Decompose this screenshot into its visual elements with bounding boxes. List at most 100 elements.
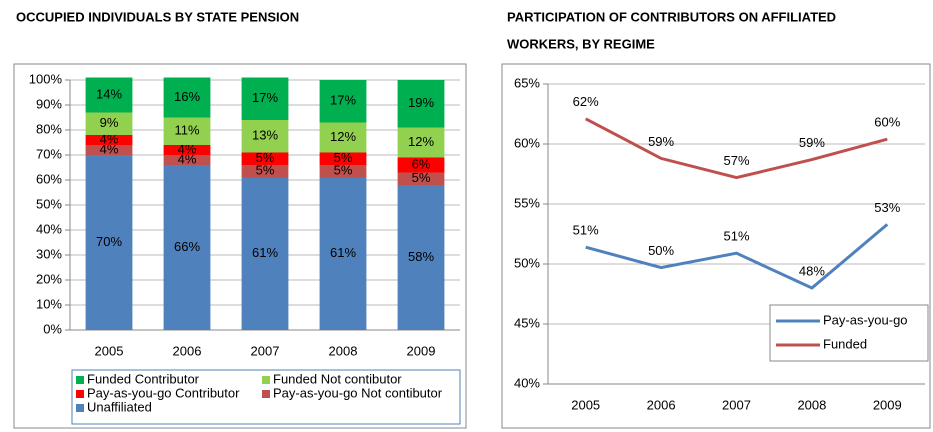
legend-label: Unaffiliated [87,399,152,414]
y-tick-label: 50% [36,196,62,211]
data-label: 11% [174,123,199,138]
data-label: 62% [573,94,599,109]
data-label: 61% [330,245,356,260]
bar-segment [85,155,133,330]
bar-segment [163,165,211,330]
legend-label: Funded [823,336,867,351]
x-tick-label: 2005 [571,397,600,412]
legend-swatch [262,390,270,398]
y-tick-label: 100% [29,71,63,86]
legend-label: Funded Not contibutor [273,371,402,386]
bar-segment [397,80,445,128]
x-tick-label: 2008 [329,343,358,358]
y-tick-label: 40% [36,221,62,236]
y-tick-label: 55% [514,195,540,210]
legend-box [71,369,461,425]
data-label: 58% [408,249,434,264]
data-label: 17% [252,90,278,105]
legend-label: Pay-as-you-go [823,312,908,327]
bar-segment [85,77,133,113]
data-label: 57% [723,153,749,168]
bar-segment [85,145,133,155]
x-tick-label: 2009 [873,397,902,412]
bar-segment [163,117,211,145]
bar-segment [85,135,133,145]
data-label: 5% [334,163,353,178]
data-label: 4% [100,131,119,146]
data-label: 70% [96,234,122,249]
data-label: 4% [100,141,119,156]
x-tick-label: 2007 [722,397,751,412]
data-label: 5% [256,150,275,165]
bar-segment [241,165,289,178]
bar-segment [397,127,445,158]
chart-title: OCCUPIED INDIVIDUALS BY STATE PENSION [16,9,299,24]
legend-box [769,304,929,362]
data-label: 5% [256,163,275,178]
legend-label: Pay-as-you-go Not contibutor [273,385,443,400]
y-tick-label: 70% [36,146,62,161]
bar-segment [319,177,367,330]
chart-title: PARTICIPATION OF CONTRIBUTORS ON AFFILIA… [507,9,836,24]
legend-label: Pay-as-you-go Contributor [87,385,240,400]
data-label: 4% [178,151,197,166]
bar-segment [397,172,445,185]
data-label: 12% [330,129,356,144]
legend-swatch [76,404,84,412]
x-tick-label: 2006 [173,343,202,358]
bar-segment [241,120,289,153]
data-label: 4% [178,141,197,156]
y-tick-label: 60% [514,135,540,150]
data-label: 19% [408,95,434,110]
y-tick-label: 60% [36,171,62,186]
y-tick-label: 30% [36,246,62,261]
data-label: 13% [252,128,278,143]
y-tick-label: 45% [514,315,540,330]
data-label: 16% [174,89,200,104]
data-label: 48% [799,263,825,278]
y-tick-label: 80% [36,121,62,136]
y-tick-label: 40% [514,375,540,390]
y-tick-label: 10% [36,296,62,311]
x-tick-label: 2007 [251,343,280,358]
bar-segment [319,122,367,153]
data-label: 12% [408,134,434,149]
data-label: 61% [252,245,278,260]
series-line [585,117,888,180]
data-label: 14% [96,86,122,101]
bar-segment [319,165,367,178]
y-tick-label: 65% [514,75,540,90]
bar-segment [163,77,211,118]
bar-segment [163,145,211,155]
data-label: 60% [874,115,900,130]
data-label: 17% [330,93,356,108]
x-tick-label: 2009 [407,343,436,358]
bar-segment [241,177,289,330]
legend-swatch [76,390,84,398]
data-label: 5% [412,170,431,185]
data-label: 66% [174,239,200,254]
bar-segment [163,155,211,165]
x-tick-label: 2006 [647,397,676,412]
x-tick-label: 2005 [95,343,124,358]
bar-segment [85,112,133,135]
data-label: 50% [648,243,674,258]
x-tick-label: 2008 [797,397,826,412]
legend-label: Funded Contributor [87,371,200,386]
y-tick-label: 20% [36,271,62,286]
bar-segment [319,152,367,165]
bar-segment [397,185,445,330]
legend-swatch [262,376,270,384]
data-label: 51% [723,229,749,244]
y-tick-label: 50% [514,255,540,270]
data-label: 59% [648,134,674,149]
left-frame [13,63,467,429]
bar-segment [397,157,445,173]
right-frame [501,63,931,429]
data-label: 53% [874,200,900,215]
data-label: 51% [573,223,599,238]
data-label: 6% [412,156,431,171]
data-label: 9% [100,115,119,130]
series-line [585,223,889,290]
